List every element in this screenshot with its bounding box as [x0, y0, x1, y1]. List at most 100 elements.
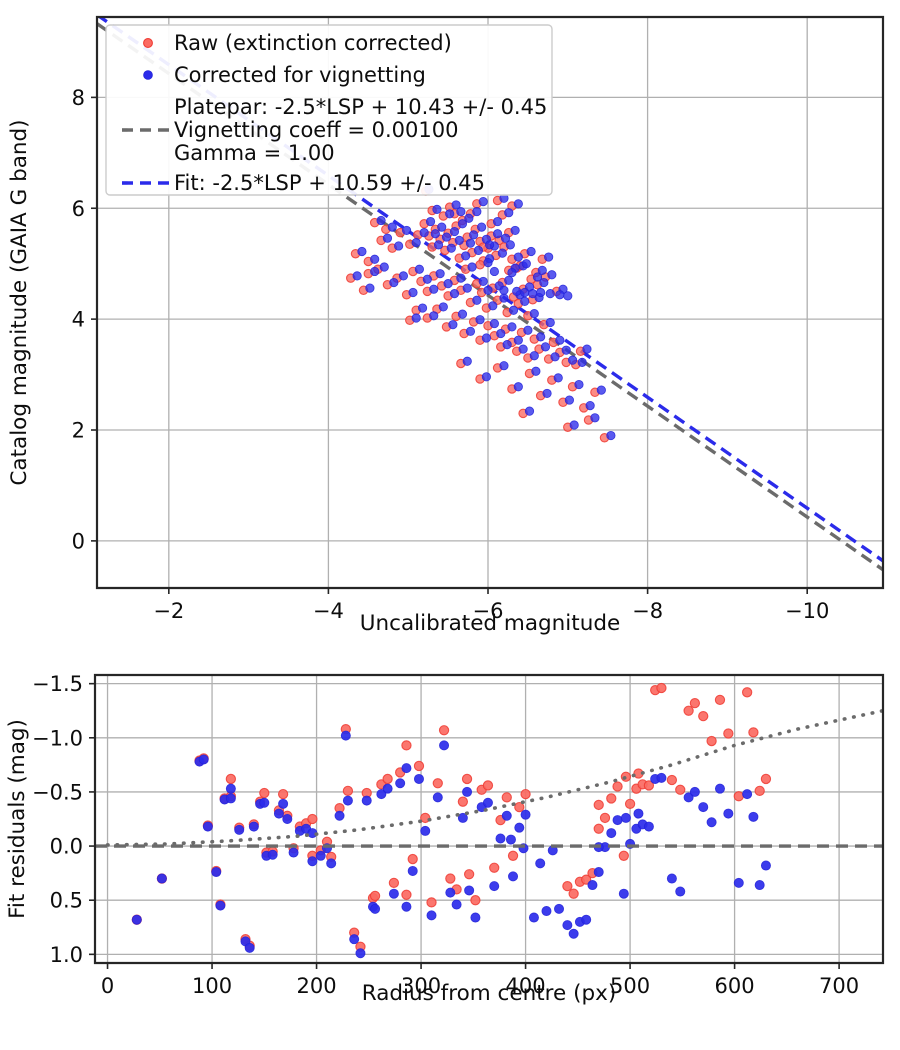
data-point: [402, 225, 412, 236]
data-point: [478, 197, 488, 207]
data-point: [445, 873, 456, 884]
data-point: [446, 243, 456, 253]
data-point: [581, 914, 592, 925]
data-point: [567, 355, 578, 365]
data-point: [370, 254, 380, 264]
y-tick-label: 2: [72, 419, 85, 443]
data-point: [445, 209, 455, 219]
data-point: [723, 728, 734, 739]
data-point: [382, 233, 393, 243]
legend: Raw (extinction corrected) Corrected for …: [105, 24, 553, 196]
data-point: [612, 781, 623, 792]
data-point: [535, 858, 546, 869]
x-tick-label: −8: [632, 599, 663, 623]
data-point: [536, 332, 546, 342]
data-point: [529, 308, 539, 319]
data-point: [465, 326, 476, 336]
data-point: [131, 914, 142, 925]
data-point: [501, 792, 512, 803]
data-point: [211, 867, 222, 878]
data-point: [555, 335, 565, 345]
data-point: [401, 901, 412, 912]
data-point: [760, 860, 771, 871]
data-point: [439, 740, 450, 751]
data-point: [426, 910, 437, 921]
data-point: [451, 200, 461, 210]
panel-photometric-calibration: −2 −4 −6 −8 −10 0 2 4 6 8 Uncalibrated magnitude Ca…: [7, 15, 885, 636]
data-point: [475, 260, 485, 270]
data-point: [408, 287, 418, 298]
data-point: [438, 302, 448, 312]
data-point: [426, 897, 437, 908]
data-point: [411, 238, 421, 248]
gridlines: [95, 675, 883, 963]
data-point: [282, 814, 293, 825]
data-point: [407, 865, 418, 876]
data-point: [357, 246, 367, 257]
data-point: [419, 228, 429, 238]
x-tick-label: −6: [473, 599, 504, 623]
data-point: [273, 808, 284, 819]
data-point: [483, 285, 493, 295]
data-point: [259, 787, 270, 799]
data-point: [545, 317, 555, 328]
data-point: [469, 230, 479, 240]
axes-spines: [93, 673, 885, 965]
x-tick-label: 400: [506, 974, 546, 998]
data-point: [461, 773, 473, 785]
data-point: [532, 272, 543, 282]
data-point: [456, 206, 466, 217]
data-point: [733, 877, 744, 888]
data-point: [429, 311, 439, 321]
data-point: [234, 824, 245, 835]
data-point: [562, 920, 573, 931]
data-point: [618, 888, 629, 899]
data-point: [472, 206, 482, 217]
data-point: [379, 262, 389, 272]
data-point: [401, 889, 412, 900]
y-axis-title: Catalog magnitude (GAIA G band): [7, 119, 32, 485]
legend-label-corrected: Corrected for vignetting: [174, 63, 426, 87]
data-point: [555, 290, 565, 300]
data-point: [656, 682, 667, 694]
data-point: [244, 942, 255, 953]
data-point: [449, 289, 460, 299]
data-point: [464, 885, 475, 896]
data-point: [582, 344, 592, 354]
data-point: [489, 318, 499, 329]
data-point: [581, 874, 592, 885]
data-point: [225, 793, 236, 804]
data-point: [445, 887, 456, 898]
data-point: [599, 812, 611, 824]
data-point: [528, 912, 539, 923]
x-axis-title: Uncalibrated magnitude: [360, 611, 620, 636]
data-point: [513, 199, 523, 209]
data-point: [500, 233, 511, 243]
data-point: [457, 309, 468, 319]
data-point: [352, 271, 362, 281]
data-point: [489, 266, 499, 277]
data-point: [388, 877, 400, 889]
data-point: [394, 241, 404, 251]
data-point: [683, 705, 694, 716]
data-point: [267, 849, 278, 860]
data-point: [520, 296, 530, 306]
data-point: [435, 269, 445, 279]
y-tick-label: 1.0: [50, 943, 83, 967]
data-point: [547, 270, 557, 280]
data-point: [748, 727, 759, 738]
data-point: [507, 322, 517, 332]
data-point: [484, 240, 495, 250]
data-point: [457, 219, 468, 229]
data-point: [542, 388, 552, 399]
data-point: [683, 792, 694, 803]
data-point: [596, 385, 606, 395]
data-point: [432, 778, 443, 789]
data-point: [215, 900, 226, 911]
data-point: [432, 792, 443, 803]
data-point: [508, 871, 519, 882]
data-point: [463, 869, 475, 880]
data-point: [478, 276, 488, 287]
data-point: [529, 351, 539, 361]
data-point: [451, 899, 462, 910]
